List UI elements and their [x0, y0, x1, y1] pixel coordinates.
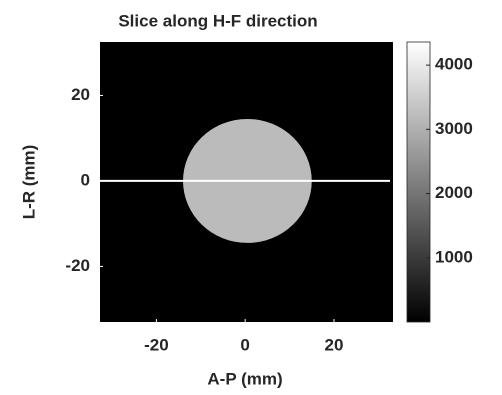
colorbar [407, 42, 430, 322]
x-axis-label: A-P (mm) [207, 369, 282, 388]
y-tick-label: 0 [81, 170, 90, 189]
chart-title: Slice along H-F direction [118, 11, 317, 30]
y-tick-label: -20 [65, 256, 90, 275]
y-axis-label: L-R (mm) [19, 145, 38, 220]
x-tick-label: -20 [144, 335, 169, 354]
x-tick-label: 20 [324, 335, 343, 354]
chart: Slice along H-F direction A-P (mm) L-R (… [0, 0, 502, 395]
colorbar-tick-label: 4000 [435, 55, 473, 74]
y-tick-label: 20 [71, 85, 90, 104]
x-tick-label: 0 [240, 335, 249, 354]
colorbar-tick-label: 1000 [435, 247, 473, 266]
colorbar-tick-label: 2000 [435, 183, 473, 202]
colorbar-tick-label: 3000 [435, 119, 473, 138]
